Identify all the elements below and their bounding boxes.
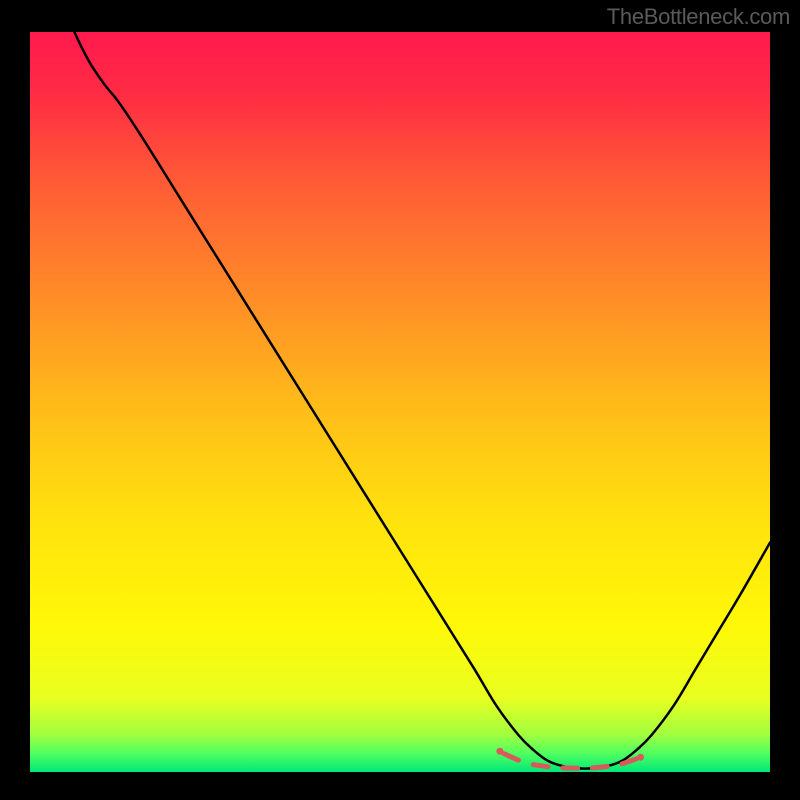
bottleneck-curve (30, 32, 770, 769)
bottleneck-chart (30, 32, 770, 772)
optimal-range-marker (496, 748, 644, 769)
chart-curve-layer (30, 32, 770, 772)
attribution-text: TheBottleneck.com (607, 4, 790, 30)
